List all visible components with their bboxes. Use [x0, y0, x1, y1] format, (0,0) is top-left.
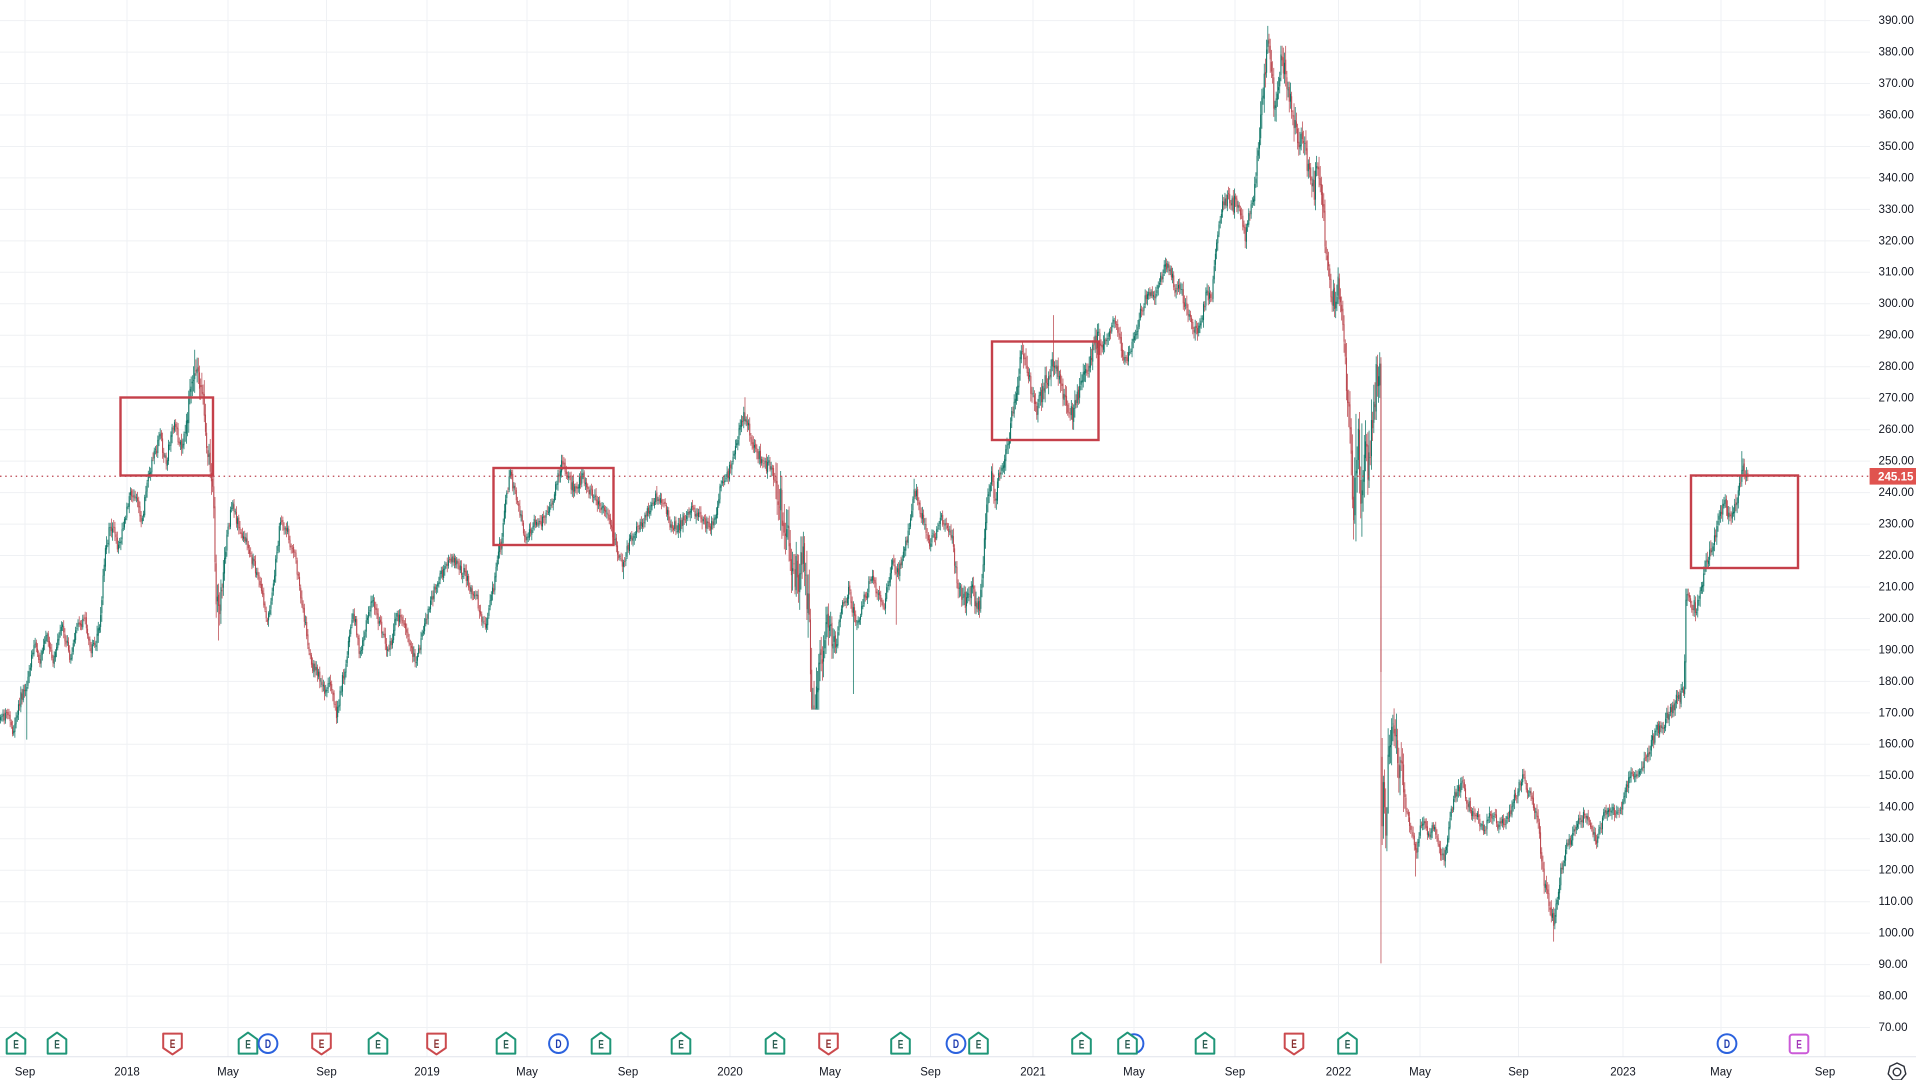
svg-text:May: May: [819, 1067, 841, 1079]
svg-text:290.00: 290.00: [1879, 329, 1914, 342]
svg-text:May: May: [1710, 1067, 1732, 1079]
svg-text:E: E: [826, 1039, 832, 1051]
svg-text:D: D: [555, 1039, 561, 1051]
svg-text:160.00: 160.00: [1879, 738, 1914, 751]
svg-text:2020: 2020: [717, 1067, 743, 1079]
svg-text:D: D: [1724, 1039, 1730, 1051]
svg-text:130.00: 130.00: [1879, 832, 1914, 845]
svg-text:2021: 2021: [1020, 1067, 1046, 1079]
svg-text:2023: 2023: [1610, 1067, 1636, 1079]
svg-text:May: May: [1123, 1067, 1145, 1079]
svg-text:2022: 2022: [1326, 1067, 1352, 1079]
svg-text:E: E: [598, 1039, 604, 1051]
svg-text:300.00: 300.00: [1879, 297, 1914, 310]
svg-text:E: E: [434, 1039, 440, 1051]
svg-text:90.00: 90.00: [1879, 958, 1908, 971]
svg-text:390.00: 390.00: [1879, 14, 1914, 27]
svg-text:110.00: 110.00: [1879, 895, 1914, 908]
svg-text:330.00: 330.00: [1879, 203, 1914, 216]
svg-text:220.00: 220.00: [1879, 549, 1914, 562]
svg-text:245.15: 245.15: [1878, 471, 1914, 484]
svg-text:70.00: 70.00: [1879, 1021, 1908, 1034]
svg-text:380.00: 380.00: [1879, 46, 1914, 59]
svg-text:180.00: 180.00: [1879, 675, 1914, 688]
svg-text:230.00: 230.00: [1879, 518, 1914, 531]
svg-text:Sep: Sep: [920, 1067, 940, 1079]
svg-text:Sep: Sep: [618, 1067, 638, 1079]
svg-text:250.00: 250.00: [1879, 455, 1914, 468]
svg-text:E: E: [976, 1039, 982, 1051]
svg-text:E: E: [678, 1039, 684, 1051]
svg-text:280.00: 280.00: [1879, 360, 1914, 373]
svg-text:E: E: [13, 1039, 19, 1051]
svg-text:Sep: Sep: [15, 1067, 35, 1079]
svg-text:140.00: 140.00: [1879, 801, 1914, 814]
svg-text:E: E: [1796, 1039, 1802, 1051]
svg-text:Sep: Sep: [1225, 1067, 1245, 1079]
svg-text:Sep: Sep: [1815, 1067, 1835, 1079]
svg-text:360.00: 360.00: [1879, 108, 1914, 121]
svg-text:240.00: 240.00: [1879, 486, 1914, 499]
svg-text:170.00: 170.00: [1879, 706, 1914, 719]
svg-text:100.00: 100.00: [1879, 927, 1914, 940]
svg-text:E: E: [319, 1039, 325, 1051]
svg-text:E: E: [54, 1039, 60, 1051]
svg-text:E: E: [503, 1039, 509, 1051]
svg-text:E: E: [1202, 1039, 1208, 1051]
svg-text:320.00: 320.00: [1879, 234, 1914, 247]
svg-text:310.00: 310.00: [1879, 266, 1914, 279]
svg-text:200.00: 200.00: [1879, 612, 1914, 625]
svg-text:2019: 2019: [414, 1067, 440, 1079]
svg-text:2018: 2018: [114, 1067, 140, 1079]
svg-text:D: D: [265, 1039, 271, 1051]
svg-text:Sep: Sep: [316, 1067, 336, 1079]
svg-text:150.00: 150.00: [1879, 769, 1914, 782]
svg-text:E: E: [245, 1039, 251, 1051]
svg-text:E: E: [1345, 1039, 1351, 1051]
svg-text:190.00: 190.00: [1879, 643, 1914, 656]
svg-text:E: E: [375, 1039, 381, 1051]
svg-text:E: E: [898, 1039, 904, 1051]
svg-text:D: D: [953, 1039, 959, 1051]
svg-text:May: May: [1409, 1067, 1431, 1079]
svg-text:May: May: [516, 1067, 538, 1079]
svg-text:E: E: [1291, 1039, 1297, 1051]
svg-text:Sep: Sep: [1508, 1067, 1528, 1079]
svg-text:E: E: [170, 1039, 176, 1051]
svg-text:340.00: 340.00: [1879, 171, 1914, 184]
svg-text:E: E: [772, 1039, 778, 1051]
svg-text:80.00: 80.00: [1879, 990, 1908, 1003]
svg-text:E: E: [1125, 1039, 1131, 1051]
svg-text:260.00: 260.00: [1879, 423, 1914, 436]
svg-text:210.00: 210.00: [1879, 580, 1914, 593]
svg-text:270.00: 270.00: [1879, 392, 1914, 405]
svg-text:120.00: 120.00: [1879, 864, 1914, 877]
svg-text:370.00: 370.00: [1879, 77, 1914, 90]
svg-text:May: May: [217, 1067, 239, 1079]
svg-text:E: E: [1079, 1039, 1085, 1051]
svg-text:350.00: 350.00: [1879, 140, 1914, 153]
